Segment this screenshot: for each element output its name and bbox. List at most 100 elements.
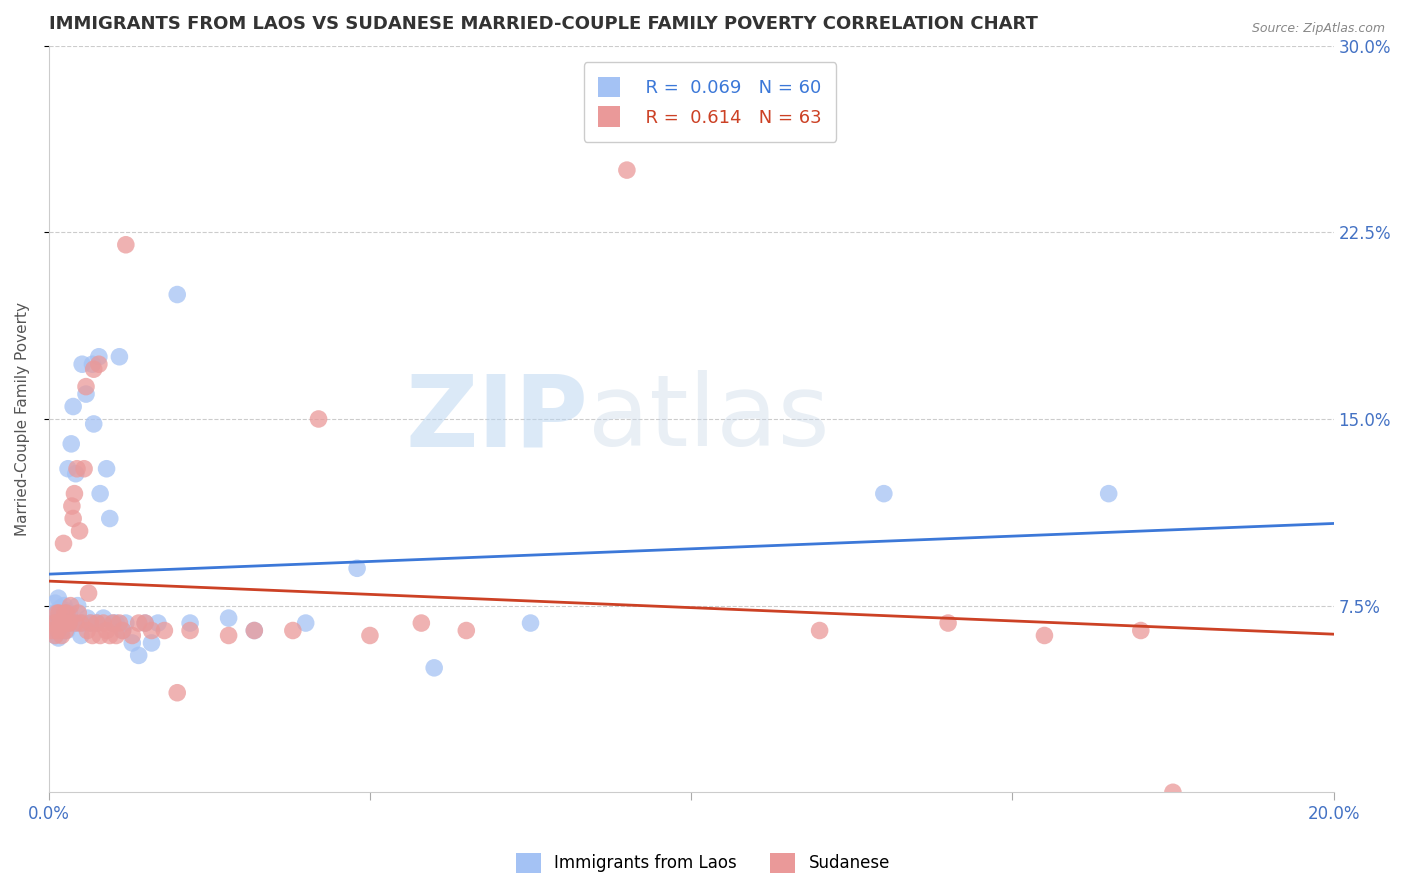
Point — [56, 462, 79, 476]
Point — [67, 606, 90, 620]
Point — [82, 628, 104, 642]
Point — [48, 606, 70, 620]
Point — [77, 586, 100, 600]
Point — [44, 628, 66, 642]
Text: atlas: atlas — [588, 370, 830, 467]
Point — [128, 615, 150, 630]
Point — [69, 615, 91, 630]
Text: Source: ZipAtlas.com: Source: ZipAtlas.com — [1251, 22, 1385, 36]
Point — [346, 561, 368, 575]
Point — [1098, 486, 1121, 500]
Point — [44, 596, 66, 610]
Point — [48, 615, 70, 630]
Point — [70, 628, 93, 642]
Point — [96, 462, 118, 476]
Point — [70, 357, 93, 371]
Point — [111, 624, 134, 638]
Point — [46, 611, 69, 625]
Point — [73, 615, 96, 630]
Point — [281, 624, 304, 638]
Legend:   R =  0.069   N = 60,   R =  0.614   N = 63: R = 0.069 N = 60, R = 0.614 N = 63 — [583, 62, 837, 142]
Point — [153, 624, 176, 638]
Point — [141, 636, 163, 650]
Point — [128, 648, 150, 663]
Point — [1033, 628, 1056, 642]
Point — [69, 524, 91, 538]
Point — [218, 628, 240, 642]
Point — [105, 628, 128, 642]
Y-axis label: Married-Couple Family Poverty: Married-Couple Family Poverty — [15, 302, 30, 536]
Point — [75, 379, 97, 393]
Point — [45, 615, 67, 630]
Point — [76, 624, 98, 638]
Point — [63, 486, 86, 500]
Point — [141, 624, 163, 638]
Point — [308, 412, 330, 426]
Point — [75, 387, 97, 401]
Point — [60, 615, 83, 630]
Point — [166, 287, 188, 301]
Point — [98, 511, 121, 525]
Point — [45, 624, 67, 638]
Point — [243, 624, 266, 638]
Point — [83, 417, 105, 431]
Point — [243, 624, 266, 638]
Point — [60, 437, 83, 451]
Point — [114, 615, 136, 630]
Point — [49, 601, 72, 615]
Point — [58, 615, 80, 630]
Point — [121, 636, 143, 650]
Point — [134, 615, 156, 630]
Point — [96, 624, 118, 638]
Point — [86, 615, 108, 630]
Point — [93, 611, 115, 625]
Point — [55, 624, 77, 638]
Point — [52, 615, 75, 630]
Point — [134, 615, 156, 630]
Point — [108, 615, 131, 630]
Point — [51, 628, 73, 642]
Point — [66, 462, 89, 476]
Point — [51, 624, 73, 638]
Point — [53, 599, 76, 613]
Point — [73, 462, 96, 476]
Point — [101, 615, 124, 630]
Point — [808, 624, 831, 638]
Point — [55, 624, 77, 638]
Point — [105, 615, 128, 630]
Point — [89, 628, 111, 642]
Point — [873, 486, 896, 500]
Point — [48, 631, 70, 645]
Text: IMMIGRANTS FROM LAOS VS SUDANESE MARRIED-COUPLE FAMILY POVERTY CORRELATION CHART: IMMIGRANTS FROM LAOS VS SUDANESE MARRIED… — [49, 15, 1038, 33]
Point — [411, 615, 433, 630]
Point — [87, 357, 110, 371]
Point — [55, 606, 77, 620]
Point — [41, 624, 63, 638]
Point — [111, 624, 134, 638]
Point — [1161, 785, 1184, 799]
Point — [121, 628, 143, 642]
Point — [65, 615, 87, 630]
Point — [52, 611, 75, 625]
Point — [166, 686, 188, 700]
Point — [616, 163, 638, 178]
Point — [55, 604, 77, 618]
Point — [63, 615, 86, 630]
Point — [218, 611, 240, 625]
Legend: Immigrants from Laos, Sudanese: Immigrants from Laos, Sudanese — [509, 847, 897, 880]
Point — [456, 624, 478, 638]
Point — [936, 615, 959, 630]
Point — [83, 362, 105, 376]
Point — [52, 536, 75, 550]
Point — [65, 467, 87, 481]
Point — [1129, 624, 1152, 638]
Point — [146, 615, 169, 630]
Point — [108, 350, 131, 364]
Point — [58, 606, 80, 620]
Point — [53, 606, 76, 620]
Point — [98, 628, 121, 642]
Point — [62, 511, 84, 525]
Point — [46, 606, 69, 620]
Point — [48, 591, 70, 606]
Point — [53, 615, 76, 630]
